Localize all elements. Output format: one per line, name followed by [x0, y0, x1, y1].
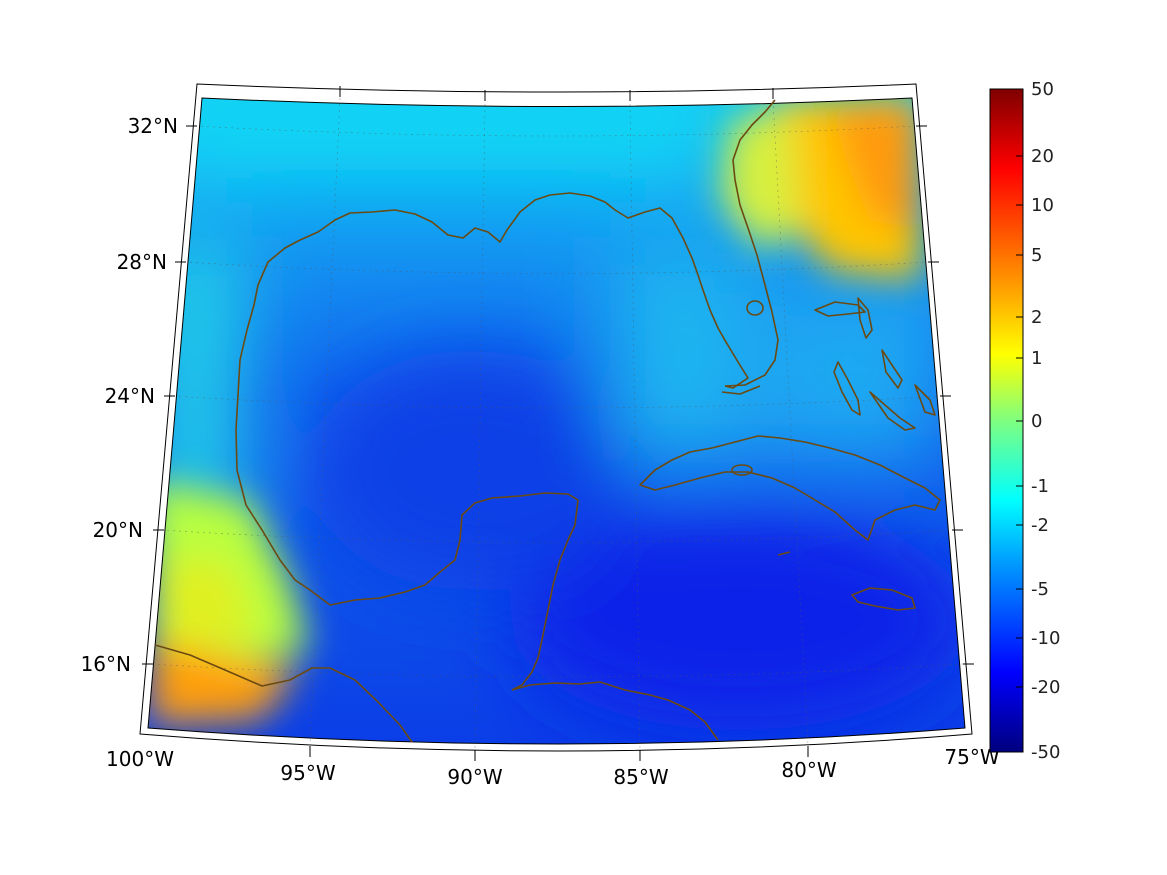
frame-ticks [142, 86, 974, 761]
bahamas-eleuthera [881, 349, 903, 389]
isle-of-youth [731, 464, 753, 476]
colorbar-tick-label: 1 [1031, 348, 1042, 369]
colorbar-tick-label: -10 [1031, 628, 1060, 649]
lon-label-90w: 90°W [447, 765, 502, 789]
lat-label-28n: 28°N [117, 250, 167, 274]
keys [721, 385, 761, 395]
bahamas-exuma [869, 391, 916, 431]
lon-label-85w: 85°W [613, 765, 668, 789]
bahamas-andros [833, 361, 861, 416]
data-field [148, 98, 965, 744]
colorbar-tick-label: 50 [1031, 79, 1054, 100]
cayman-islands [777, 551, 791, 556]
map-frame [147, 97, 966, 745]
lat-label-32n: 32°N [128, 114, 178, 138]
bahamas-abaco [857, 297, 873, 339]
pacific-coastline [154, 644, 413, 743]
gulf-coastline [235, 192, 749, 606]
map-frame-outer [139, 83, 973, 752]
lon-label-80w: 80°W [781, 758, 836, 782]
graticule [151, 97, 964, 751]
lake-okeechobee [746, 300, 764, 316]
jamaica-coastline [851, 587, 916, 611]
latitude-labels: 32°N 28°N 24°N 20°N 16°N [81, 114, 178, 676]
colorbar-tick-label: 2 [1031, 307, 1042, 328]
longitude-labels: 100°W 95°W 90°W 85°W 80°W 75°W [106, 745, 1000, 789]
colorbar-tick-label: -50 [1031, 742, 1060, 763]
florida-atlantic-coastline [724, 99, 779, 387]
lat-label-16n: 16°N [81, 652, 131, 676]
colorbar-tick-label: 0 [1031, 411, 1042, 432]
colorbar-tick-label: -20 [1031, 677, 1060, 698]
colorbar-tick-label: 5 [1031, 245, 1042, 266]
bahamas-south [914, 384, 936, 416]
colorbar-tick-label: -2 [1031, 515, 1049, 536]
colorbar-tick-label: -5 [1031, 579, 1049, 600]
lat-label-24n: 24°N [105, 384, 155, 408]
lon-label-100w: 100°W [106, 747, 174, 771]
mexico-coastline [329, 492, 579, 691]
colorbar-tick-label: 20 [1031, 146, 1054, 167]
lon-label-95w: 95°W [280, 761, 335, 785]
cuba-coastline [639, 435, 941, 541]
central-america-coastline [511, 681, 719, 741]
lat-label-20n: 20°N [93, 518, 143, 542]
coastlines [154, 99, 941, 743]
colorbar-tick-label: -1 [1031, 476, 1049, 497]
colorbar-tick-label: 10 [1031, 195, 1054, 216]
bahamas-grand [814, 301, 866, 317]
